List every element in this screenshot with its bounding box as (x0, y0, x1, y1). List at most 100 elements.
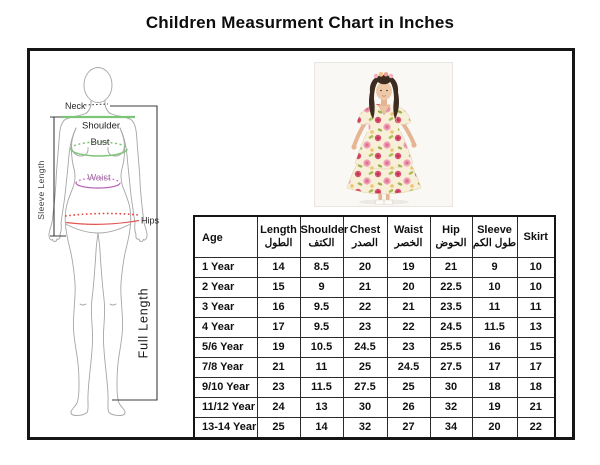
cell: 11 (516, 297, 556, 318)
age-cell: 11/12 Year (193, 397, 258, 418)
header-skirt: Skirt (516, 215, 556, 258)
bust-line-dotted (70, 141, 128, 150)
measurement-diagram: Neck Shoulder Bust Waist Hips Sleeve Len… (36, 67, 160, 416)
age-cell: 9/10 Year (193, 377, 258, 398)
cell: 15 (256, 277, 301, 298)
cell: 27 (386, 417, 431, 439)
waist-line-dotted (75, 177, 121, 184)
cell: 10 (516, 257, 556, 278)
cell: 14 (256, 257, 301, 278)
girl-sandals (375, 199, 393, 205)
girl-hand-left (351, 144, 357, 150)
cell: 22.5 (429, 277, 473, 298)
girl-hair (369, 75, 399, 119)
cell: 9 (299, 277, 344, 298)
diagram-label-shoulder: Shoulder (82, 121, 120, 132)
girl-face (376, 82, 392, 100)
age-cell: 2 Year (193, 277, 258, 298)
cell: 17 (256, 317, 301, 338)
header-chest: Chest الصدر (342, 215, 388, 258)
header-waist: Waist الخصر (386, 215, 431, 258)
cell: 9.5 (299, 297, 344, 318)
cell: 26 (386, 397, 431, 418)
header-length: Length الطول (256, 215, 301, 258)
header-hip: Hip الحوض (429, 215, 473, 258)
neck-dotted-line (84, 103, 109, 106)
age-cell: 7/8 Year (193, 357, 258, 378)
cell: 25 (342, 357, 388, 378)
girl-hand-right (411, 142, 417, 148)
cell: 22 (342, 297, 388, 318)
age-cell: 5/6 Year (193, 337, 258, 358)
cell: 9 (471, 257, 518, 278)
floor-shadow (359, 199, 409, 205)
cell: 13 (299, 397, 344, 418)
cell: 21 (386, 297, 431, 318)
cell: 16 (256, 297, 301, 318)
cell: 10 (471, 277, 518, 298)
cell: 19 (386, 257, 431, 278)
girl-face-features (380, 89, 388, 97)
cell: 30 (342, 397, 388, 418)
cell: 16 (471, 337, 518, 358)
cell: 10.5 (299, 337, 344, 358)
dress-sleeves (356, 105, 412, 125)
cell: 22 (516, 417, 556, 439)
cell: 11.5 (471, 317, 518, 338)
age-cell: 3 Year (193, 297, 258, 318)
cell: 27.5 (429, 357, 473, 378)
dress-bodice (368, 103, 400, 139)
cell: 24 (256, 397, 301, 418)
body-outline (48, 67, 148, 416)
diagram-label-waist: Waist (87, 173, 111, 184)
cell: 32 (429, 397, 473, 418)
table-header-row: Age Length الطول Shoulder الكتف Chest الصدر… (193, 215, 556, 258)
cell: 11 (299, 357, 344, 378)
cell: 20 (342, 257, 388, 278)
diagram-label-neck: Neck (65, 101, 86, 111)
full-length-bracket (110, 105, 158, 401)
cell: 23 (386, 337, 431, 358)
cell: 22 (386, 317, 431, 338)
cell: 24.5 (429, 317, 473, 338)
cell: 25.5 (429, 337, 473, 358)
cell: 18 (516, 377, 556, 398)
cell: 25 (386, 377, 431, 398)
table-row: 13-14 Year 25 14 32 27 34 20 22 (193, 417, 556, 439)
girl-neck (381, 98, 387, 106)
cell: 20 (386, 277, 431, 298)
cell: 34 (429, 417, 473, 439)
cell: 23.5 (429, 297, 473, 318)
cell: 19 (256, 337, 301, 358)
cell: 17 (516, 357, 556, 378)
header-age: Age (193, 215, 258, 258)
cell: 18 (471, 377, 518, 398)
cell: 27.5 (342, 377, 388, 398)
page-title: Children Measurment Chart in Inches (145, 13, 455, 32)
cell: 21 (429, 257, 473, 278)
table-row: 5/6 Year 19 10.5 24.5 23 25.5 16 15 (193, 337, 556, 358)
chart-frame: Neck Shoulder Bust Waist Hips Sleeve Len… (27, 48, 575, 440)
cell: 11 (471, 297, 518, 318)
cell: 21 (256, 357, 301, 378)
cell: 24.5 (386, 357, 431, 378)
cell: 11.5 (299, 377, 344, 398)
header-sleeve: Sleeve طول الكم (471, 215, 518, 258)
age-cell: 1 Year (193, 257, 258, 278)
cell: 23 (342, 317, 388, 338)
diagram-label-hips: Hips (141, 216, 160, 226)
bust-line-solid (70, 148, 128, 157)
cell: 14 (299, 417, 344, 439)
age-cell: 4 Year (193, 317, 258, 338)
cell: 30 (429, 377, 473, 398)
cell: 10 (516, 277, 556, 298)
table-row: 7/8 Year 21 11 25 24.5 27.5 17 17 (193, 357, 556, 378)
diagram-label-full-length: Full Length (137, 288, 151, 359)
dress-peplum (354, 131, 414, 170)
flower-crown (373, 71, 394, 79)
size-table: Age Length الطول Shoulder الكتف Chest الصدر… (193, 215, 556, 439)
cell: 32 (342, 417, 388, 439)
table-row: 3 Year 16 9.5 22 21 23.5 11 11 (193, 297, 556, 318)
age-cell: 13-14 Year (193, 417, 258, 439)
child-dress-photo (314, 62, 453, 207)
